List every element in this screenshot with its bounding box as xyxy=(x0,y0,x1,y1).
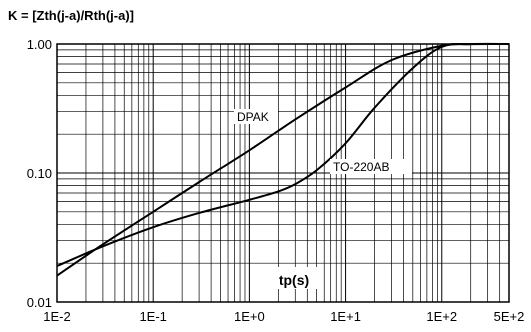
x-tick-label: 1E+0 xyxy=(234,309,265,324)
series-line-to220ab xyxy=(56,42,510,267)
y-tick-label: 0.01 xyxy=(27,295,52,310)
grid xyxy=(57,44,509,302)
x-axis-label: tp(s) xyxy=(279,272,309,288)
series-lines xyxy=(56,42,510,277)
y-tick-label: 0.10 xyxy=(27,166,52,181)
series-label-dpak: DPAK xyxy=(237,110,269,124)
series-label-box xyxy=(234,109,278,124)
x-tick-label: 1E+1 xyxy=(330,309,361,324)
series-label-box xyxy=(330,159,412,174)
chart-title: K = [Zth(j-a)/Rth(j-a)] xyxy=(8,8,134,23)
x-tick-label: 1E-1 xyxy=(139,309,166,324)
x-tick-label: 5E+2 xyxy=(494,309,525,324)
series-line-dpak xyxy=(56,42,510,277)
x-tick-labels: 1E-2 1E-1 1E+0 1E+1 1E+2 5E+2 xyxy=(43,309,524,324)
series-labels: DPAK TO-220AB xyxy=(234,109,412,174)
y-tick-labels: 0.01 0.10 1.00 xyxy=(27,37,52,310)
xlabel-box xyxy=(271,267,317,289)
plot-frame xyxy=(56,43,510,303)
y-tick-label: 1.00 xyxy=(27,37,52,52)
x-tick-label: 1E+2 xyxy=(426,309,457,324)
x-tick-label: 1E-2 xyxy=(43,309,70,324)
series-label-to220ab: TO-220AB xyxy=(333,160,389,174)
